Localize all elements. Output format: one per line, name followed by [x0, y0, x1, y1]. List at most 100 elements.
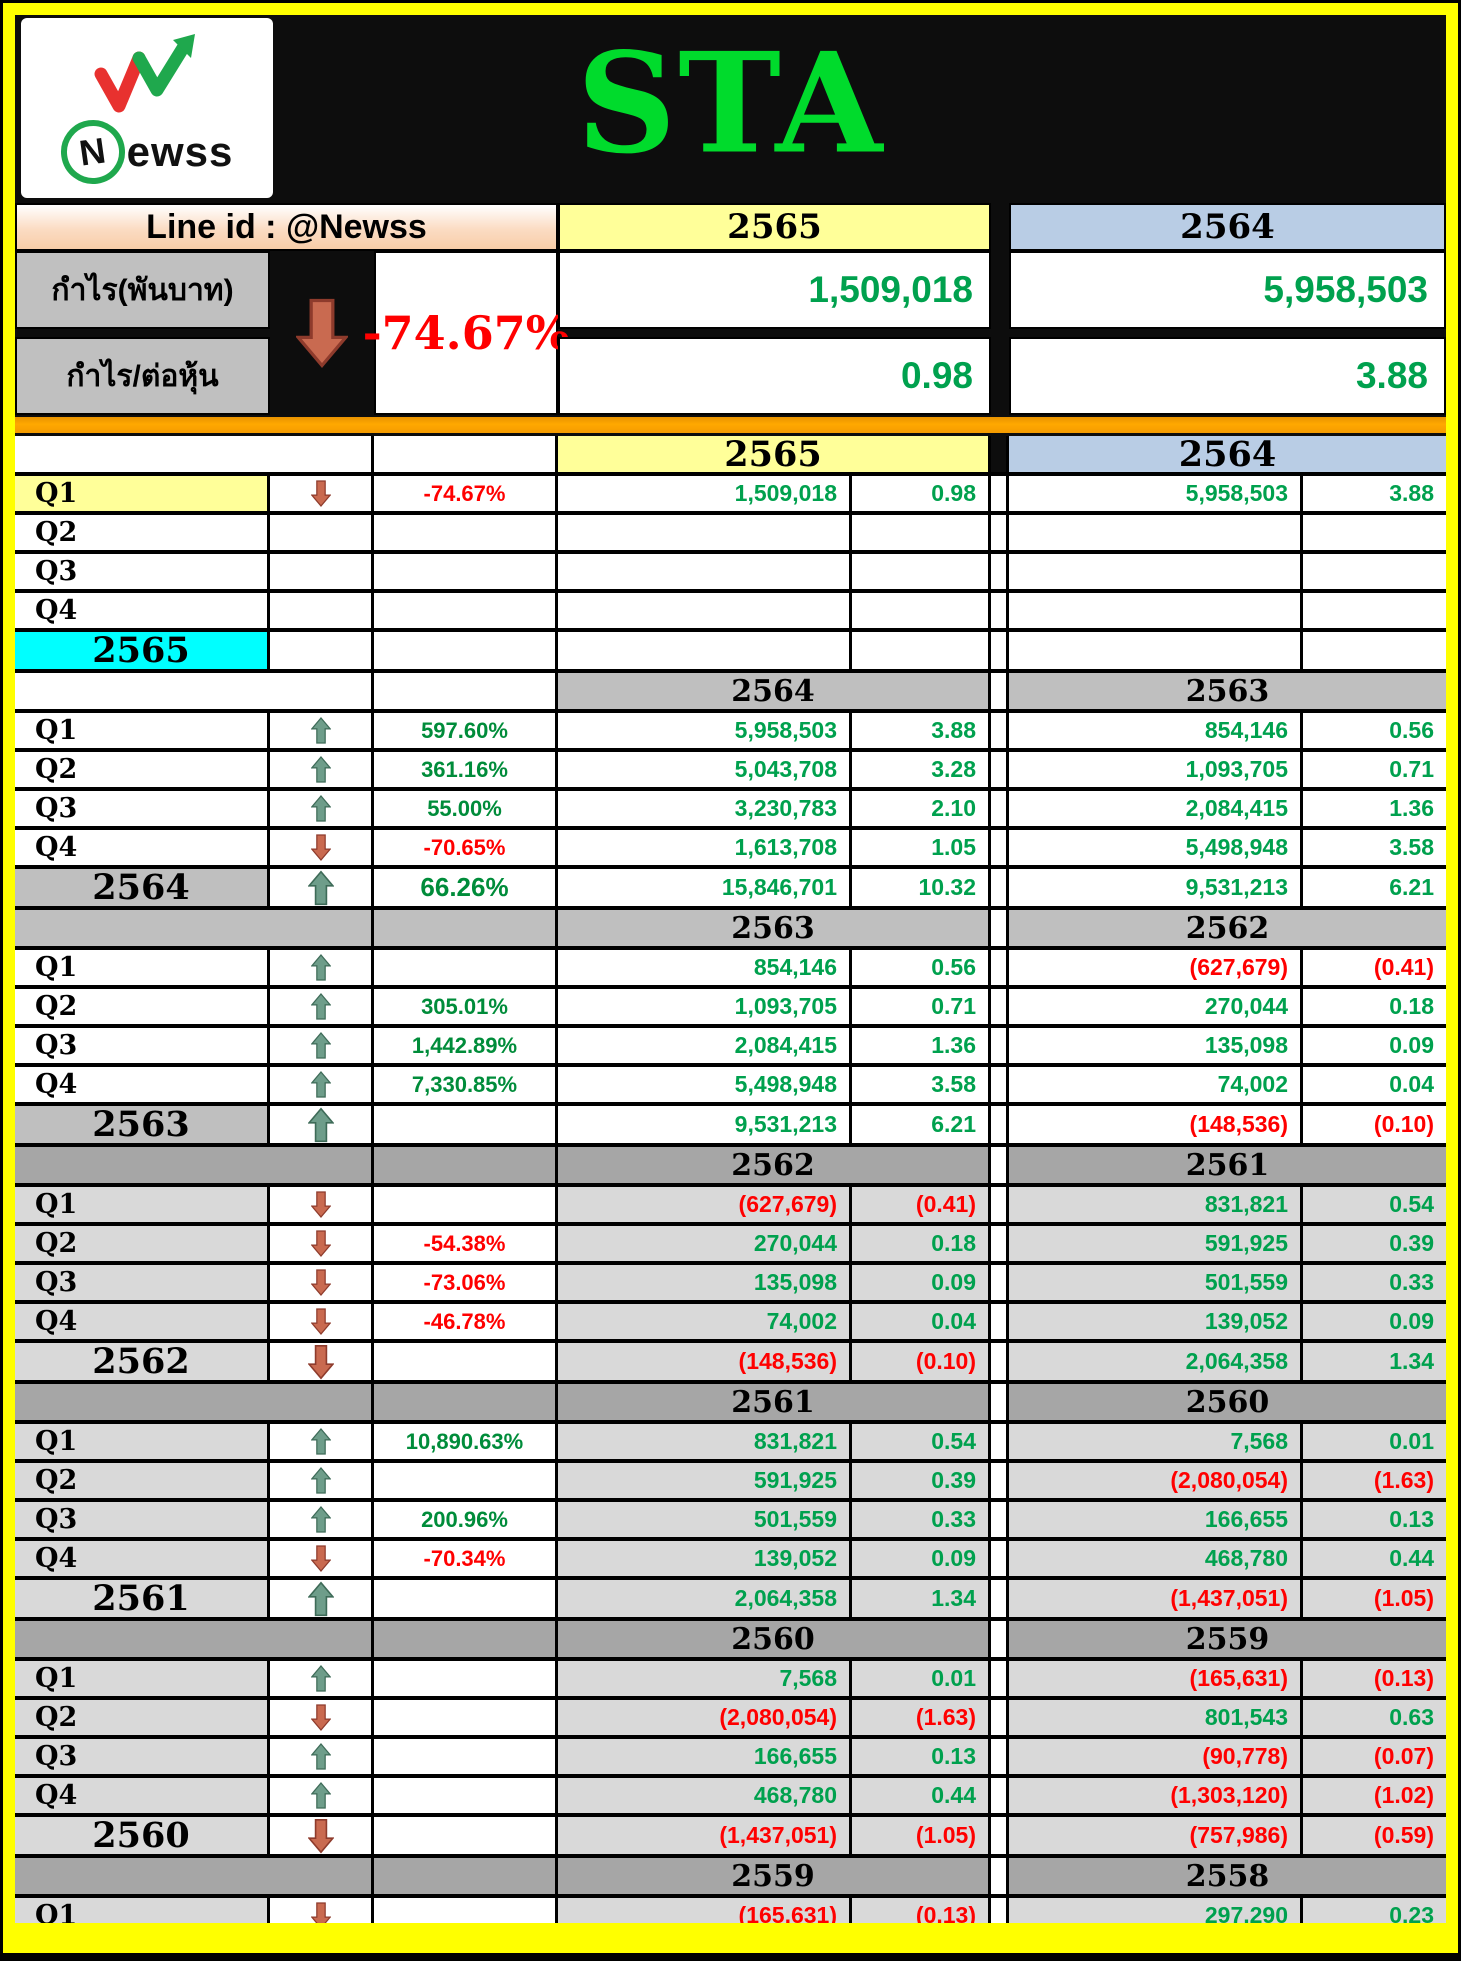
header-spacer [374, 910, 558, 946]
year-right-header: 2562 [1009, 910, 1446, 946]
direction-cell [270, 1898, 374, 1923]
change-pct-cell: 54.70% [374, 1937, 558, 1953]
profit-left-cell: 1,613,708 [558, 830, 852, 865]
down-arrow-icon [310, 1269, 331, 1296]
profit-right-cell [1009, 515, 1303, 550]
eps-left-cell: 0.13 [852, 1739, 991, 1774]
eps-left-cell [852, 593, 991, 628]
direction-cell [270, 1304, 374, 1339]
year-right-banner: 2564 [1009, 203, 1446, 251]
eps-right-cell: 0.09 [1303, 1028, 1446, 1063]
column-gap [991, 1778, 1009, 1813]
profit-left-cell: 9,531,213 [558, 1106, 852, 1143]
year-summary-label: 2561 [15, 1580, 270, 1617]
profit-left-cell: 15,846,701 [558, 869, 852, 906]
change-pct-cell [374, 515, 558, 550]
eps-right-cell: 0.71 [1303, 752, 1446, 787]
profit-right-cell: 1,093,705 [1009, 752, 1303, 787]
up-arrow-icon [310, 756, 331, 783]
eps-right-cell: 1.36 [1303, 791, 1446, 826]
eps-left-cell: (0.13) [852, 1898, 991, 1923]
down-arrow-icon [296, 298, 348, 369]
direction-cell [270, 713, 374, 748]
down-arrow-icon [310, 1902, 331, 1923]
column-gap [991, 1067, 1009, 1102]
change-pct-cell [374, 1580, 558, 1617]
year-right-header: 2561 [1009, 1147, 1446, 1183]
block-header-2562-2561: 2562 2561 [15, 1147, 1446, 1187]
quarter-label: Q4 [15, 830, 270, 865]
eps-right-cell: (0.59) [1303, 1817, 1446, 1854]
year-left-header: 2562 [558, 1147, 991, 1183]
eps-right-cell: 0.09 [1303, 1304, 1446, 1339]
column-gap [991, 1304, 1009, 1339]
up-arrow-icon [307, 1580, 334, 1616]
direction-cell [270, 989, 374, 1024]
profit-left-cell: 270,044 [558, 1226, 852, 1261]
profit-right-cell: 801,543 [1009, 1700, 1303, 1735]
year-summary-row-2562: 2562 (148,536) (0.10) 2,064,358 1.34 [15, 1343, 1446, 1384]
quarter-row-Q2: Q2 591,925 0.39 (2,080,054) (1.63) [15, 1463, 1446, 1502]
quarter-label: Q1 [15, 713, 270, 748]
eps-left-cell: (0.10) [852, 1343, 991, 1380]
change-pct-cell [374, 1187, 558, 1222]
direction-cell [270, 554, 374, 589]
profit-left-cell: 468,780 [558, 1778, 852, 1813]
up-arrow-icon [307, 1106, 334, 1142]
block-header-2561-2560: 2561 2560 [15, 1384, 1446, 1424]
profit-left-cell: 1,509,018 [558, 476, 852, 511]
direction-cell [270, 1343, 374, 1380]
profit-right-cell: 591,925 [1009, 1226, 1303, 1261]
eps-right-cell: 3.88 [1303, 476, 1446, 511]
eps-right-cell: (0.10) [1303, 1106, 1446, 1143]
quarter-label: Q3 [15, 1502, 270, 1537]
direction-cell [270, 515, 374, 550]
profit-left-cell [558, 632, 852, 669]
eps-label: กำไร/ต่อหุ้น [15, 337, 270, 415]
profit-left-cell: 135,098 [558, 1265, 852, 1300]
quarter-row-Q1: Q1 -74.67% 1,509,018 0.98 5,958,503 3.88 [15, 476, 1446, 515]
eps-right-cell: 0.44 [1303, 1541, 1446, 1576]
profit-left-cell: (148,536) [558, 1343, 852, 1380]
eps-left-cell [852, 515, 991, 550]
change-pct-cell [374, 554, 558, 589]
logo-rest: ewss [126, 128, 234, 175]
column-gap [991, 1226, 1009, 1261]
up-arrow-icon [311, 1941, 331, 1953]
profit-right-cell [1009, 632, 1303, 669]
eps-right-cell [1303, 554, 1446, 589]
column-gap [991, 713, 1009, 748]
profit-right-cell [1009, 554, 1303, 589]
quarter-row-Q4: Q4 -70.65% 1,613,708 1.05 5,498,948 3.58 [15, 830, 1446, 869]
quarter-label: Q2 [15, 752, 270, 787]
quarter-label: Q3 [15, 554, 270, 589]
year-left-header: 2559 [558, 1858, 991, 1894]
year-summary-row-2565: 2565 [15, 632, 1446, 673]
header-spacer [374, 673, 558, 709]
column-gap [991, 1384, 1009, 1420]
year-summary-label: 2562 [15, 1343, 270, 1380]
quarter-label: Q2 [15, 1463, 270, 1498]
year-left-header: 2561 [558, 1384, 991, 1420]
year-summary-row-2563: 2563 9,531,213 6.21 (148,536) (0.10) [15, 1106, 1446, 1147]
direction-cell [270, 476, 374, 511]
quarter-label: Q1 [15, 950, 270, 985]
column-gap [991, 1343, 1009, 1380]
quarter-label: Q4 [15, 1304, 270, 1339]
column-gap [991, 203, 1009, 251]
eps-left-value: 0.98 [558, 337, 991, 415]
profit-left-cell [558, 554, 852, 589]
year-left-header: 2563 [558, 910, 991, 946]
change-pct-cell [374, 1106, 558, 1143]
eps-left-cell: 0.33 [852, 1502, 991, 1537]
column-gap [991, 989, 1009, 1024]
eps-right-cell: 0.63 [1303, 1700, 1446, 1735]
change-pct-cell: 597.60% [374, 713, 558, 748]
up-arrow-icon [310, 1071, 331, 1098]
eps-right-cell: (1.63) [1303, 1463, 1446, 1498]
quarter-label: Q1 [15, 1187, 270, 1222]
down-arrow-icon [307, 1344, 334, 1380]
eps-right-cell: 6.21 [1303, 869, 1446, 906]
change-pct-cell [374, 1817, 558, 1854]
